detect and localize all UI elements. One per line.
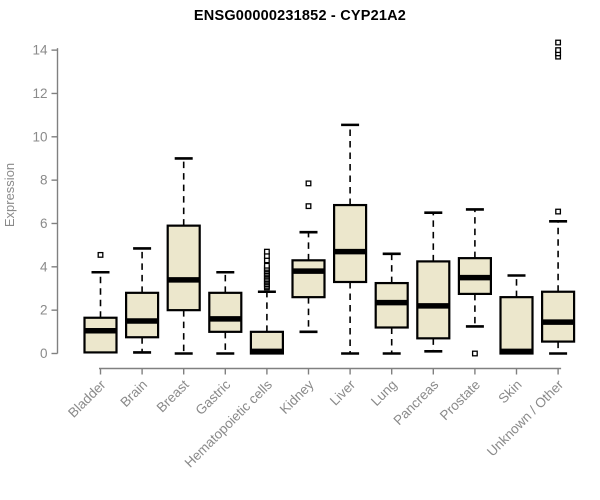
y-axis-label: Expression [2, 162, 17, 228]
boxplot-skin [499, 274, 534, 355]
outlier-point [97, 251, 104, 258]
outlier-point [305, 180, 312, 187]
x-tick-label: Bladder [65, 377, 109, 421]
iqr-box [333, 203, 368, 284]
y-tick-label: 6 [40, 216, 48, 231]
outlier-point [555, 208, 562, 215]
outlier-point [263, 262, 270, 269]
x-tick-label: Skin [495, 377, 524, 406]
boxplot-gastric [208, 270, 243, 355]
iqr-box [416, 260, 451, 340]
outlier-point [471, 350, 478, 357]
boxplot-pancreas [416, 211, 451, 353]
boxplot-kidney [291, 180, 326, 334]
boxplot-lung [374, 252, 409, 355]
y-axis: 0 2 4 6 8 10 12 14 [32, 43, 59, 361]
x-tick-label: Pancreas [390, 377, 441, 428]
chart-title: ENSG00000231852 - CYP21A2 [193, 8, 407, 24]
y-tick-label: 10 [32, 129, 47, 144]
x-tick-label: Prostate [437, 377, 483, 423]
y-tick-label: 2 [40, 303, 48, 318]
boxplot-unknown-other [540, 39, 576, 355]
iqr-box [124, 291, 160, 339]
y-tick-label: 0 [40, 346, 48, 361]
y-tick-label: 14 [32, 43, 48, 58]
iqr-box [83, 316, 118, 354]
x-tick-label: Unknown / Other [484, 377, 567, 460]
iqr-box [166, 224, 201, 312]
x-tick-label: Gastric [193, 377, 234, 418]
boxplot-brain [124, 247, 160, 354]
outlier-point [263, 248, 270, 255]
boxplot-breast [166, 157, 201, 355]
x-tick-label: Breast [154, 377, 192, 415]
x-tick-label: Kidney [277, 377, 317, 417]
outlier-point [555, 47, 562, 54]
iqr-box [499, 296, 534, 355]
boxplot-liver [333, 123, 368, 355]
boxplot-bladder [83, 251, 118, 354]
boxplot-hematopoietic-cells [249, 248, 284, 355]
x-tick-label: Liver [327, 377, 359, 409]
x-tick-label: Brain [117, 377, 150, 410]
y-tick-label: 12 [32, 86, 47, 101]
iqr-box [540, 290, 576, 343]
iqr-box [208, 291, 243, 333]
iqr-box [291, 259, 326, 299]
y-tick-label: 4 [40, 259, 48, 274]
y-tick-label: 8 [40, 173, 48, 188]
x-tick-label: Lung [368, 377, 400, 409]
outlier-point [305, 203, 312, 210]
boxplot-prostate [457, 208, 492, 357]
outlier-point [555, 39, 562, 46]
